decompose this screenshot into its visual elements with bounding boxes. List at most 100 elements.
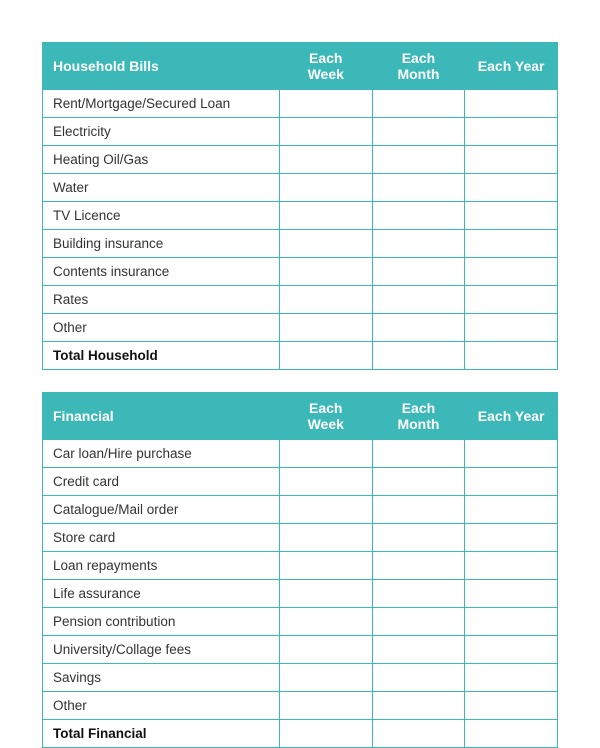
row-label: Rates [43, 286, 280, 314]
amount-cell[interactable] [279, 118, 372, 146]
household-bills-table: Household Bills Each Week Each Month Eac… [42, 42, 558, 370]
amount-cell[interactable] [279, 608, 372, 636]
household-tbody: Rent/Mortgage/Secured LoanElectricityHea… [43, 90, 558, 370]
table-row: Electricity [43, 118, 558, 146]
amount-cell[interactable] [372, 692, 465, 720]
row-label: Store card [43, 524, 280, 552]
amount-cell[interactable] [279, 314, 372, 342]
amount-cell[interactable] [465, 664, 558, 692]
amount-cell[interactable] [465, 230, 558, 258]
amount-cell[interactable] [372, 608, 465, 636]
header-month: Each Month [372, 43, 465, 90]
table-row: Rates [43, 286, 558, 314]
row-label: Car loan/Hire purchase [43, 440, 280, 468]
amount-cell[interactable] [372, 524, 465, 552]
amount-cell[interactable] [279, 664, 372, 692]
amount-cell[interactable] [372, 202, 465, 230]
amount-cell[interactable] [465, 608, 558, 636]
amount-cell[interactable] [372, 230, 465, 258]
amount-cell[interactable] [372, 174, 465, 202]
total-cell [279, 342, 372, 370]
amount-cell[interactable] [372, 580, 465, 608]
amount-cell[interactable] [279, 230, 372, 258]
table-row: Life assurance [43, 580, 558, 608]
total-cell [279, 720, 372, 748]
financial-tbody: Car loan/Hire purchaseCredit cardCatalog… [43, 440, 558, 748]
amount-cell[interactable] [279, 286, 372, 314]
amount-cell[interactable] [465, 174, 558, 202]
amount-cell[interactable] [372, 552, 465, 580]
amount-cell[interactable] [279, 496, 372, 524]
table-row: Credit card [43, 468, 558, 496]
amount-cell[interactable] [279, 146, 372, 174]
amount-cell[interactable] [279, 174, 372, 202]
amount-cell[interactable] [465, 202, 558, 230]
amount-cell[interactable] [465, 692, 558, 720]
amount-cell[interactable] [372, 258, 465, 286]
header-title: Financial [43, 393, 280, 440]
amount-cell[interactable] [465, 524, 558, 552]
table-row: Heating Oil/Gas [43, 146, 558, 174]
amount-cell[interactable] [465, 146, 558, 174]
header-title: Household Bills [43, 43, 280, 90]
amount-cell[interactable] [279, 692, 372, 720]
row-label: Water [43, 174, 280, 202]
amount-cell[interactable] [372, 664, 465, 692]
amount-cell[interactable] [465, 286, 558, 314]
amount-cell[interactable] [372, 496, 465, 524]
row-label: Savings [43, 664, 280, 692]
amount-cell[interactable] [465, 440, 558, 468]
amount-cell[interactable] [279, 636, 372, 664]
amount-cell[interactable] [372, 286, 465, 314]
amount-cell[interactable] [465, 636, 558, 664]
row-label: Pension contribution [43, 608, 280, 636]
header-week: Each Week [279, 393, 372, 440]
amount-cell[interactable] [279, 552, 372, 580]
financial-table: Financial Each Week Each Month Each Year… [42, 392, 558, 748]
table-row: Water [43, 174, 558, 202]
total-row: Total Financial [43, 720, 558, 748]
amount-cell[interactable] [372, 118, 465, 146]
amount-cell[interactable] [372, 636, 465, 664]
amount-cell[interactable] [279, 524, 372, 552]
amount-cell[interactable] [372, 90, 465, 118]
amount-cell[interactable] [279, 90, 372, 118]
total-label: Total Financial [43, 720, 280, 748]
table-row: Store card [43, 524, 558, 552]
amount-cell[interactable] [372, 314, 465, 342]
row-label: University/Collage fees [43, 636, 280, 664]
amount-cell[interactable] [372, 440, 465, 468]
table-row: TV Licence [43, 202, 558, 230]
amount-cell[interactable] [279, 580, 372, 608]
table-row: Savings [43, 664, 558, 692]
amount-cell[interactable] [465, 496, 558, 524]
table-header-row: Household Bills Each Week Each Month Eac… [43, 43, 558, 90]
table-row: Pension contribution [43, 608, 558, 636]
amount-cell[interactable] [465, 580, 558, 608]
row-label: Other [43, 314, 280, 342]
amount-cell[interactable] [465, 314, 558, 342]
amount-cell[interactable] [279, 202, 372, 230]
row-label: Building insurance [43, 230, 280, 258]
table-row: Building insurance [43, 230, 558, 258]
amount-cell[interactable] [465, 118, 558, 146]
amount-cell[interactable] [372, 146, 465, 174]
table-header-row: Financial Each Week Each Month Each Year [43, 393, 558, 440]
amount-cell[interactable] [372, 468, 465, 496]
row-label: Other [43, 692, 280, 720]
amount-cell[interactable] [279, 258, 372, 286]
header-year: Each Year [465, 43, 558, 90]
amount-cell[interactable] [465, 468, 558, 496]
row-label: Heating Oil/Gas [43, 146, 280, 174]
row-label: Contents insurance [43, 258, 280, 286]
amount-cell[interactable] [465, 552, 558, 580]
amount-cell[interactable] [465, 90, 558, 118]
total-cell [465, 342, 558, 370]
total-row: Total Household [43, 342, 558, 370]
amount-cell[interactable] [279, 468, 372, 496]
table-row: Catalogue/Mail order [43, 496, 558, 524]
header-week: Each Week [279, 43, 372, 90]
amount-cell[interactable] [279, 440, 372, 468]
table-row: Other [43, 314, 558, 342]
amount-cell[interactable] [465, 258, 558, 286]
